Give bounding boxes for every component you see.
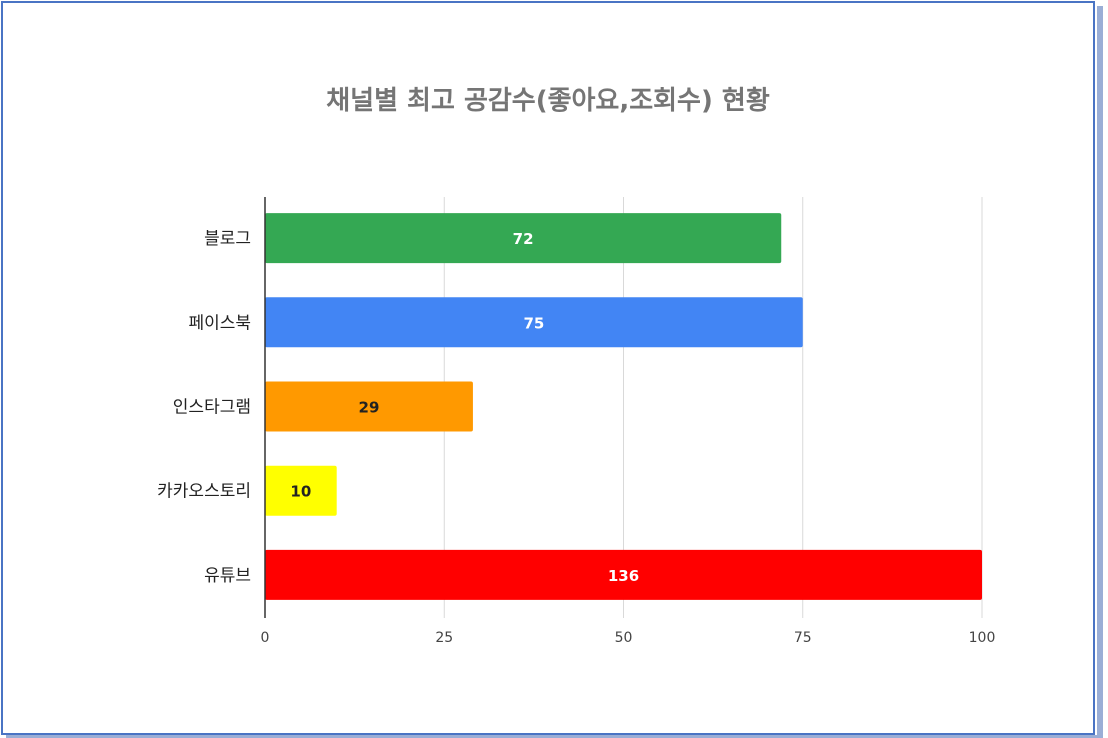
x-tick-label: 0: [261, 630, 270, 646]
x-tick-label: 100: [969, 630, 996, 646]
category-label: 카카오스토리: [157, 482, 251, 502]
x-tick-label: 25: [435, 630, 453, 646]
data-label: 72: [513, 230, 534, 248]
x-tick-label: 75: [794, 630, 812, 646]
chart-title: 채널별 최고 공감수(좋아요,조회수) 현황: [326, 86, 770, 116]
data-label: 75: [523, 314, 544, 332]
data-label: 10: [290, 483, 311, 501]
x-tick-label: 50: [615, 630, 633, 646]
category-label: 블로그: [204, 229, 251, 249]
category-label: 페이스북: [188, 313, 251, 333]
frame-shadow-bottom: [6, 735, 1103, 738]
bar: [265, 381, 473, 432]
category-label: 유튜브: [204, 566, 251, 586]
data-label: 29: [359, 399, 380, 417]
bar: [265, 213, 782, 264]
data-label: 136: [608, 567, 639, 585]
bar: [265, 297, 803, 348]
bar: [265, 549, 982, 600]
category-label: 인스타그램: [173, 398, 251, 418]
bar: [265, 465, 337, 516]
frame-shadow-right: [1097, 6, 1103, 736]
